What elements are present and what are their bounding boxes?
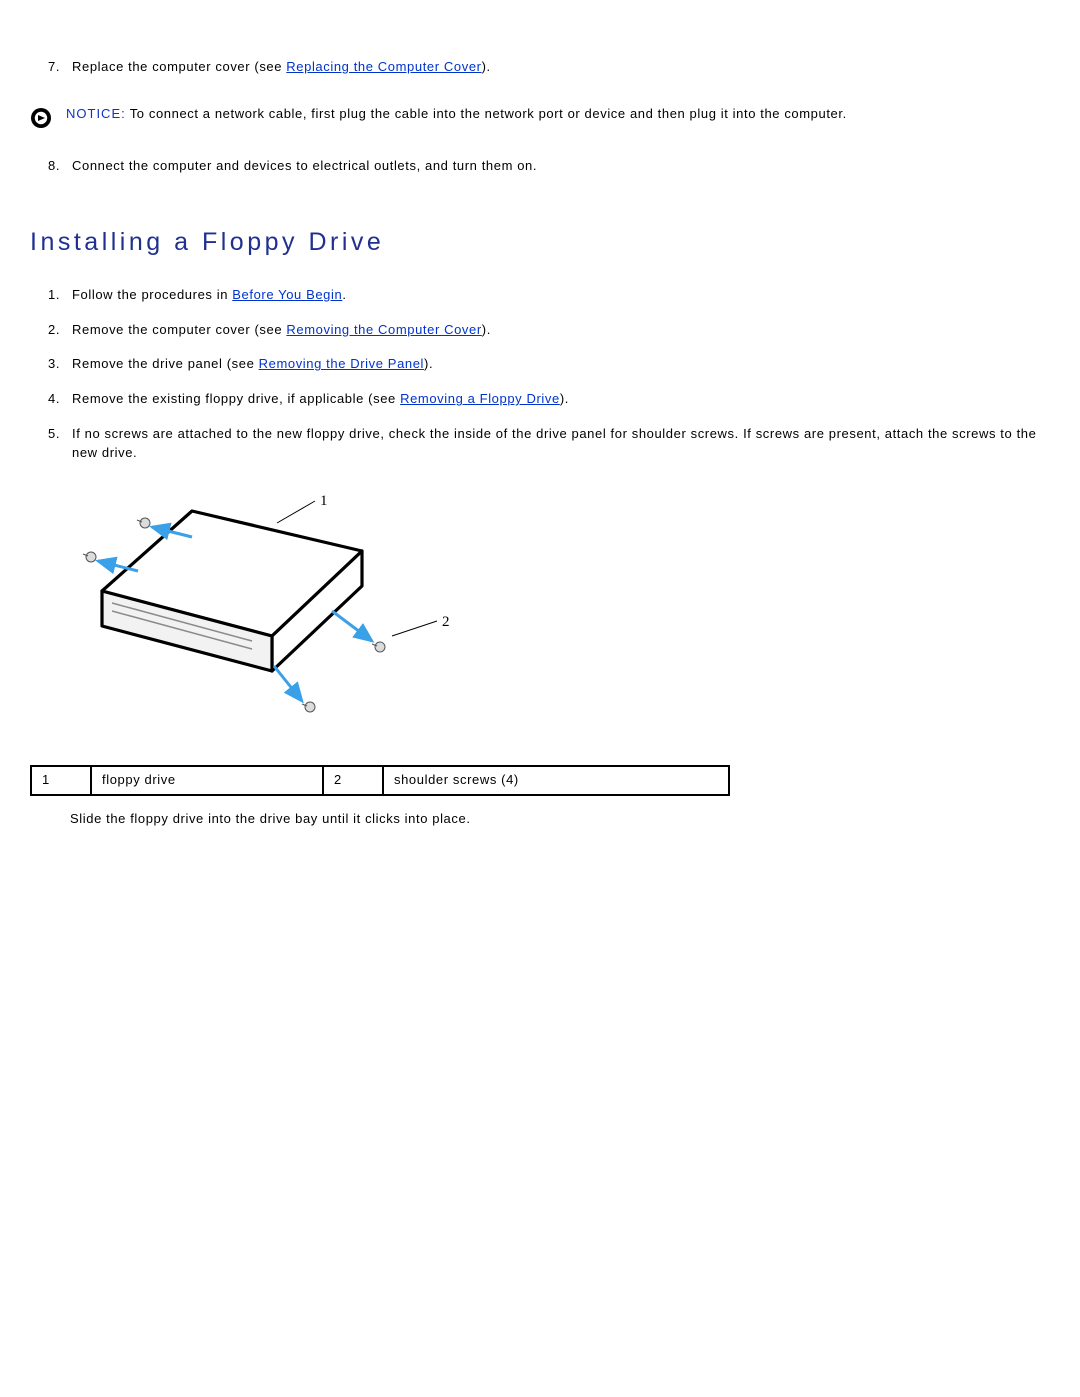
step-body: If no screws are attached to the new flo… [72, 425, 1050, 463]
step-text-post: ). [482, 59, 491, 74]
diagram-svg: 12 [42, 491, 482, 741]
step-number: 3. [48, 355, 72, 374]
notice-text: NOTICE: To connect a network cable, firs… [66, 105, 1050, 124]
link-removing-floppy[interactable]: Removing a Floppy Drive [400, 391, 560, 406]
install-step-3: 3. Remove the drive panel (see Removing … [30, 355, 1050, 374]
legend-num-1: 1 [31, 766, 91, 795]
floppy-drive-diagram: 12 [42, 491, 1050, 747]
after-diagram-note: Slide the floppy drive into the drive ba… [30, 810, 1050, 829]
link-removing-cover[interactable]: Removing the Computer Cover [286, 322, 481, 337]
step-body: Follow the procedures in Before You Begi… [72, 286, 1050, 305]
step-text-post: ). [424, 356, 433, 371]
install-step-2: 2. Remove the computer cover (see Removi… [30, 321, 1050, 340]
step-body: Remove the computer cover (see Removing … [72, 321, 1050, 340]
install-step-4: 4. Remove the existing floppy drive, if … [30, 390, 1050, 409]
install-step-5: 5. If no screws are attached to the new … [30, 425, 1050, 463]
step-number: 4. [48, 390, 72, 409]
section-title: Installing a Floppy Drive [30, 224, 1050, 260]
notice-label: NOTICE: [66, 106, 126, 121]
document-page: 7. Replace the computer cover (see Repla… [0, 0, 1080, 868]
svg-text:2: 2 [442, 614, 450, 630]
step-text-pre: Remove the drive panel (see [72, 356, 259, 371]
step-8: 8. Connect the computer and devices to e… [30, 157, 1050, 176]
step-text-post: . [342, 287, 346, 302]
step-text-pre: Replace the computer cover (see [72, 59, 286, 74]
step-body: Replace the computer cover (see Replacin… [72, 58, 1050, 77]
step-text-pre: Remove the computer cover (see [72, 322, 286, 337]
step-text-post: ). [482, 322, 491, 337]
legend-num-2: 2 [323, 766, 383, 795]
step-text-pre: Follow the procedures in [72, 287, 232, 302]
svg-text:1: 1 [320, 493, 328, 509]
step-body: Remove the existing floppy drive, if app… [72, 390, 1050, 409]
legend-label-2: shoulder screws (4) [383, 766, 729, 795]
step-7: 7. Replace the computer cover (see Repla… [30, 58, 1050, 77]
notice-icon [30, 107, 52, 129]
step-number: 7. [48, 58, 72, 77]
step-text-pre: Remove the existing floppy drive, if app… [72, 391, 400, 406]
step-body: Connect the computer and devices to elec… [72, 157, 1050, 176]
legend-label-1: floppy drive [91, 766, 323, 795]
notice-body: To connect a network cable, first plug t… [126, 106, 847, 121]
step-number: 2. [48, 321, 72, 340]
notice-block: NOTICE: To connect a network cable, firs… [30, 105, 1050, 135]
notice-icon-wrap [30, 105, 66, 135]
step-body: Remove the drive panel (see Removing the… [72, 355, 1050, 374]
legend-table: 1 floppy drive 2 shoulder screws (4) [30, 765, 730, 796]
link-replacing-cover[interactable]: Replacing the Computer Cover [286, 59, 481, 74]
step-text-post: ). [560, 391, 569, 406]
table-row: 1 floppy drive 2 shoulder screws (4) [31, 766, 729, 795]
step-number: 5. [48, 425, 72, 463]
step-number: 1. [48, 286, 72, 305]
link-before-you-begin[interactable]: Before You Begin [232, 287, 342, 302]
install-step-1: 1. Follow the procedures in Before You B… [30, 286, 1050, 305]
link-removing-drive-panel[interactable]: Removing the Drive Panel [259, 356, 424, 371]
step-number: 8. [48, 157, 72, 176]
